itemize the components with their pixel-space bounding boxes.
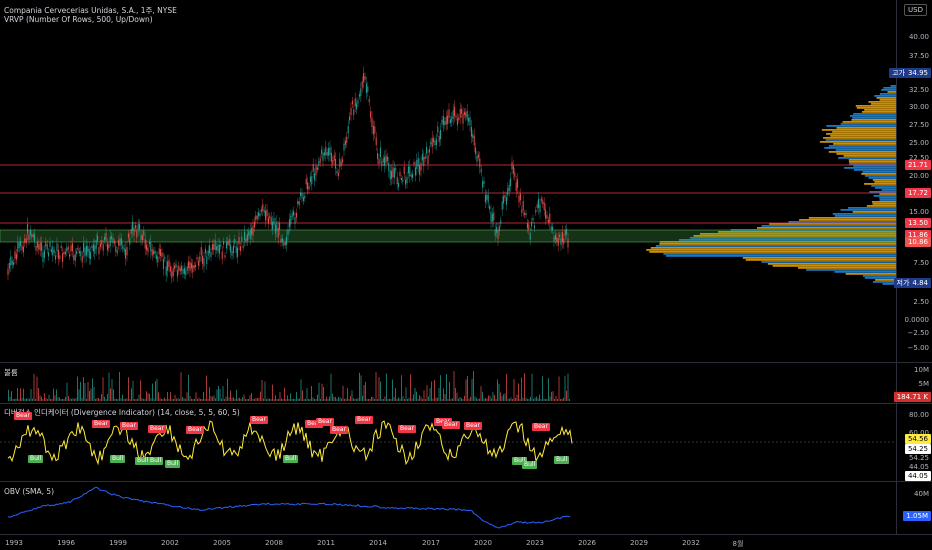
bear-signal: Bear <box>14 412 32 420</box>
pane-separator[interactable] <box>0 362 932 363</box>
level-tag-21: 21.71 <box>904 160 931 170</box>
vrvp-label[interactable]: VRVP (Number Of Rows, 500, Up/Down) <box>4 15 153 24</box>
bear-signal: Bear <box>316 418 334 426</box>
price-pane[interactable]: Compania Cervecerias Unidas, S.A., 1주, N… <box>0 0 896 362</box>
bull-signal: Bull <box>522 461 538 469</box>
obv-label[interactable]: OBV (SMA, 5) <box>4 487 55 496</box>
bull-signal: Bull <box>554 456 570 464</box>
level-tag-17: 17.72 <box>904 188 931 198</box>
time-tick: 8월 <box>732 540 744 548</box>
level-tag-11: 11.86 <box>904 230 931 240</box>
low-tag: 저가 4.84 <box>893 278 931 288</box>
time-tick: 2014 <box>369 539 387 547</box>
bull-signal: Bull <box>512 457 528 465</box>
bear-signal: Bear <box>398 425 416 433</box>
bear-signal: Bear <box>92 420 110 428</box>
price-tick: −2.50 <box>907 329 929 337</box>
volume-label[interactable]: 볼륨 <box>4 368 18 377</box>
divergence-pane[interactable]: 디버전스 인디케이터 (Divergence Indicator) (14, c… <box>0 404 896 481</box>
bull-signal: Bull <box>135 457 151 465</box>
bear-signal: Bear <box>532 423 550 431</box>
price-tick: 27.50 <box>908 121 929 129</box>
bull-signal: Bull <box>283 455 299 463</box>
div-value-tag-3: 44.05 <box>904 471 931 481</box>
divergence-label[interactable]: 디버전스 인디케이터 (Divergence Indicator) (14, c… <box>4 408 240 417</box>
obv-pane[interactable]: OBV (SMA, 5) <box>0 482 896 534</box>
time-tick: 2032 <box>682 539 700 547</box>
price-tick: 7.50 <box>913 259 929 267</box>
obv-tick-40m: 40M <box>914 490 929 498</box>
price-tick: 2.50 <box>913 298 929 306</box>
bear-signal: Bear <box>186 426 204 434</box>
time-tick: 2011 <box>317 539 335 547</box>
divergence-axis[interactable]: 80.00 60.00 54.56 54.25 54.25 44.05 44.0… <box>896 404 932 481</box>
price-tick: 37.50 <box>908 52 929 60</box>
obv-chart <box>7 486 571 529</box>
bull-signal: Bull <box>28 455 44 463</box>
bear-signal: Bear <box>464 422 482 430</box>
price-tick: 40.00 <box>908 33 929 41</box>
time-tick: 2029 <box>630 539 648 547</box>
time-tick: 2026 <box>578 539 596 547</box>
time-tick: 2002 <box>161 539 179 547</box>
time-tick: 2005 <box>213 539 231 547</box>
div-tick-44: 44.05 <box>908 463 929 471</box>
time-tick: 2008 <box>265 539 283 547</box>
price-tick: 20.00 <box>908 172 929 180</box>
vol-tick-10m: 10M <box>914 366 929 374</box>
price-tick: 25.00 <box>908 139 929 147</box>
bear-signal: Bear <box>250 416 268 424</box>
bear-signal: Bear <box>442 421 460 429</box>
time-tick: 1996 <box>57 539 75 547</box>
time-axis-border <box>0 534 932 535</box>
bear-signal: Bear <box>148 425 166 433</box>
candles <box>7 66 569 284</box>
price-tick: 0.0000 <box>904 316 930 324</box>
volume-pane[interactable]: 볼륨 <box>0 363 896 403</box>
symbol-title: Compania Cervecerias Unidas, S.A., 1주, N… <box>4 6 177 15</box>
price-chart <box>0 66 896 285</box>
volume-profile <box>646 85 896 285</box>
bear-signal: Bear <box>330 426 348 434</box>
time-tick: 2023 <box>526 539 544 547</box>
currency-button[interactable]: USD <box>904 4 927 16</box>
bull-signal: Bull <box>110 455 126 463</box>
div-tick-80: 80.00 <box>908 411 929 419</box>
level-tag-10: 10.86 <box>904 237 931 247</box>
volume-value-tag: 184.71 K <box>893 392 931 402</box>
div-value-tag-2: 54.25 <box>904 444 931 454</box>
bear-signal: Bear <box>355 416 373 424</box>
volume-bars <box>8 371 570 401</box>
bear-signal: Bear <box>120 422 138 430</box>
volume-axis[interactable]: 10M 5M 184.71 K <box>893 363 932 403</box>
support-zone <box>0 229 896 243</box>
div-tick-54: 54.25 <box>908 454 929 462</box>
obv-axis[interactable]: 40M 1.05M <box>896 482 932 534</box>
bull-signal: Bull <box>148 457 164 465</box>
price-tick: −5.00 <box>907 344 929 352</box>
bear-signal: Bear <box>305 420 323 428</box>
divergence-chart <box>0 420 896 466</box>
div-value-tag: 54.56 <box>904 434 931 444</box>
level-tag-13: 13.50 <box>904 218 931 228</box>
price-tick: 22.50 <box>908 154 929 162</box>
price-tick: 30.00 <box>908 103 929 111</box>
time-tick: 1999 <box>109 539 127 547</box>
time-axis[interactable]: 1993 1996 1999 2002 2005 2008 2011 2014 2017 2020… <box>0 534 932 550</box>
price-axis[interactable]: USD 40.0037.5035.0032.5030.0027.5025.002… <box>889 0 932 362</box>
pane-separator[interactable] <box>0 481 932 482</box>
div-tick-60: 60.00 <box>908 429 929 437</box>
vol-tick-5m: 5M <box>918 380 930 388</box>
time-tick: 2020 <box>474 539 492 547</box>
pane-separator[interactable] <box>0 403 932 404</box>
bull-signal: Bull <box>165 460 181 468</box>
high-tag: 고가 34.95 <box>889 68 931 78</box>
price-tick: 32.50 <box>908 86 929 94</box>
time-tick: 1993 <box>5 539 23 547</box>
time-tick: 2017 <box>422 539 440 547</box>
price-tick: 15.00 <box>908 208 929 216</box>
obv-value-tag: 1.05M <box>903 511 931 521</box>
